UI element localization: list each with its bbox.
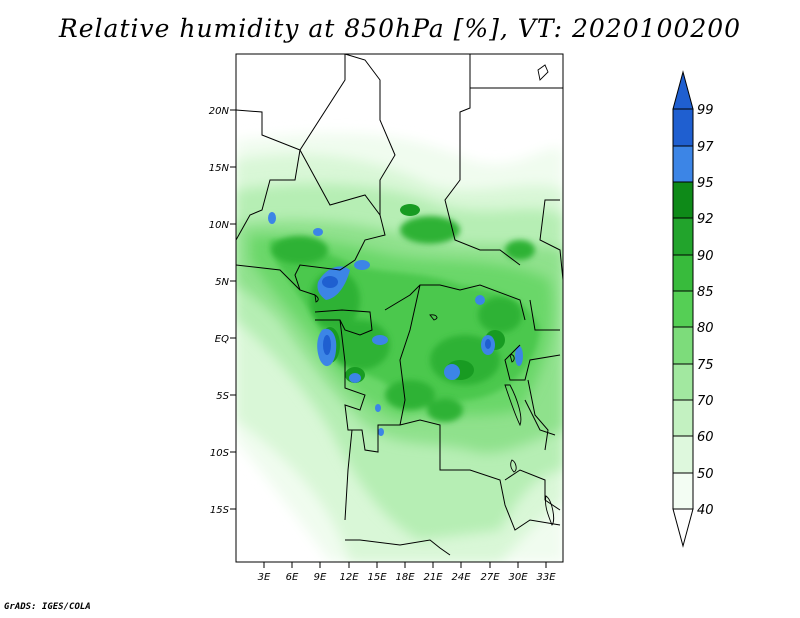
lon-label-6e: 6E: [286, 572, 299, 583]
lon-axis: [263, 562, 547, 568]
colorbar-label-90: 90: [697, 249, 714, 264]
lon-label-21e: 21E: [423, 572, 443, 583]
colorbar-segment-80-85: [672, 290, 694, 328]
map-frame: [235, 53, 564, 563]
colorbar-label-40: 40: [697, 503, 714, 518]
colorbar-bottom-arrow: [672, 508, 694, 548]
lon-label-9e: 9E: [314, 572, 327, 583]
lat-label-15s: 15S: [210, 505, 230, 516]
colorbar-top-arrow: [672, 70, 694, 110]
colorbar-segment-40-50: [672, 472, 694, 510]
colorbar-segment-60-70: [672, 399, 694, 437]
lon-label-33e: 33E: [536, 572, 556, 583]
lon-label-30e: 30E: [508, 572, 528, 583]
lat-axis: [230, 109, 236, 510]
grads-credit: GrADS: IGES/COLA: [4, 602, 91, 612]
colorbar-segment-75-80: [672, 326, 694, 365]
lon-label-12e: 12E: [339, 572, 359, 583]
colorbar-label-50: 50: [697, 467, 714, 482]
colorbar-label-95: 95: [697, 176, 714, 191]
colorbar-segment-92-95: [672, 181, 694, 219]
colorbar-label-97: 97: [697, 140, 714, 155]
rh-band-97: [322, 276, 491, 355]
colorbar-segment-50-60: [672, 435, 694, 474]
colorbar-label-99: 99: [697, 103, 714, 118]
lat-label-eq: EQ: [215, 334, 229, 345]
lat-label-10s: 10S: [210, 448, 230, 459]
lat-label-20n: 20N: [209, 106, 230, 117]
colorbar-segment-95-97: [672, 145, 694, 183]
colorbar-segment-70-75: [672, 363, 694, 401]
country-borders: [236, 54, 563, 556]
colorbar-segment-85-90: [672, 254, 694, 292]
colorbar-label-75: 75: [697, 358, 714, 373]
lat-label-15n: 15N: [209, 163, 230, 174]
colorbar-label-80: 80: [697, 321, 714, 336]
map-title: Relative humidity at 850hPa [%], VT: 202…: [58, 14, 742, 43]
colorbar-segment-97-99: [672, 108, 694, 147]
colorbar-label-60: 60: [697, 430, 714, 445]
colorbar: [672, 70, 694, 548]
lakes: [314, 64, 555, 526]
lon-label-24e: 24E: [451, 572, 471, 583]
colorbar-label-85: 85: [697, 285, 714, 300]
colorbar-label-92: 92: [697, 212, 714, 227]
lon-label-3e: 3E: [258, 572, 271, 583]
humidity-field: [236, 54, 563, 562]
colorbar-label-70: 70: [697, 394, 714, 409]
lon-label-27e: 27E: [480, 572, 500, 583]
lon-label-15e: 15E: [367, 572, 387, 583]
lat-label-5n: 5N: [215, 277, 229, 288]
lon-label-18e: 18E: [395, 572, 415, 583]
colorbar-segment-90-92: [672, 217, 694, 256]
lat-label-5s: 5S: [216, 391, 229, 402]
lat-label-10n: 10N: [209, 220, 230, 231]
